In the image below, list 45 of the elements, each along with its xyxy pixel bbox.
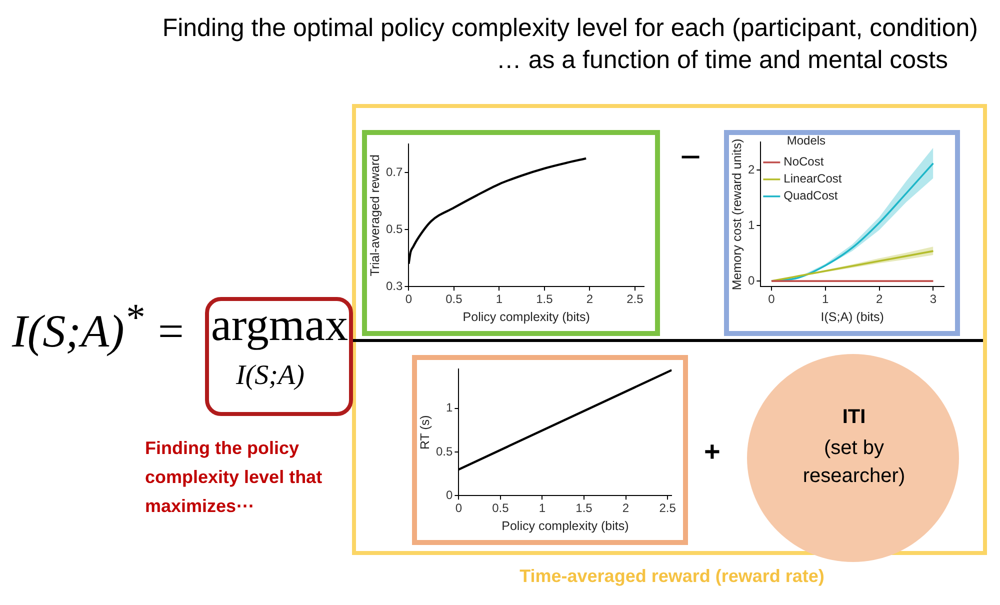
y-tick-label: 0.7 [386,164,403,179]
x-axis-title: I(S;A) (bits) [820,310,884,324]
x-tick-label: 0 [768,292,776,306]
x-tick-label: 0 [455,501,462,516]
x-tick-label: 0 [405,292,412,306]
y-axis-title: RT (s) [418,415,432,450]
y-tick-label: 0.3 [386,278,403,293]
x-tick-label: 1.5 [576,501,593,516]
text: I(S;A)$^{*}$ = [12,296,186,358]
x-tick-label: 2.5 [626,292,644,306]
text: Finding the optimal policy complexity level for each (participant, condition) [161,14,978,43]
y-tick-label: 0 [748,273,755,288]
text: + [704,436,720,468]
x-tick-label: 2.5 [659,501,676,516]
text: ITI [841,406,867,429]
y-tick-label: 0 [446,488,453,502]
x-tick-label: 2 [876,292,883,306]
y-tick-label: 1 [446,400,453,415]
text: (set by researcher) [802,436,906,489]
legend-title: Models [786,133,826,148]
y-tick-label: 1 [748,218,755,232]
text: Time-averaged reward (reward rate) [518,566,826,587]
x-tick-label: 1 [822,292,830,306]
legend-label: LinearCost [784,172,842,186]
x-tick-label: 1 [538,501,546,516]
text: I(S;A) [236,360,304,392]
y-axis-title: Trial-averaged reward [368,154,382,276]
x-tick-label: 0.5 [492,501,510,516]
legend-label: NoCost [784,154,824,169]
text: argmax [211,298,348,351]
text: … as a function of time and mental costs [495,46,948,75]
y-tick-label: 0.5 [386,222,403,236]
x-tick-label: 1.5 [536,292,554,306]
x-axis-title: Policy complexity (bits) [462,310,590,324]
x-tick-label: 1 [496,292,503,306]
y-tick-label: 0.5 [436,444,453,458]
x-axis-title: Policy complexity (bits) [502,518,629,533]
x-tick-label: 3 [930,292,937,306]
legend-label: QuadCost [784,188,838,203]
text: Finding the policy complexity level that maximizes⋯ [145,437,324,518]
x-tick-label: 2 [586,292,594,306]
text: − [680,136,702,178]
y-axis-title: Memory cost (reward units) [730,138,744,290]
x-tick-label: 2 [622,501,630,516]
y-tick-label: 2 [748,162,755,176]
